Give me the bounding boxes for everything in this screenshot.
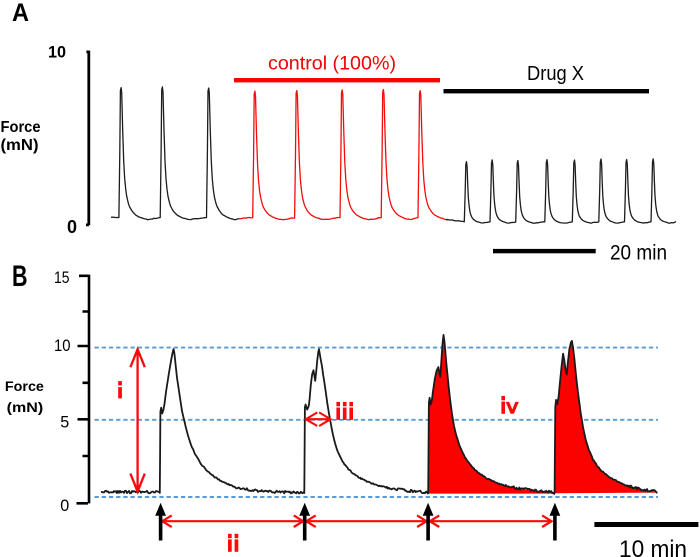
svg-text:10 min: 10 min: [619, 536, 687, 557]
svg-text:0: 0: [67, 217, 77, 237]
svg-text:A: A: [12, 0, 29, 27]
svg-text:Force: Force: [5, 378, 44, 394]
svg-text:control (100%): control (100%): [268, 53, 396, 75]
svg-text:20 min: 20 min: [610, 242, 667, 265]
svg-text:Force: Force: [1, 119, 41, 136]
svg-text:0: 0: [60, 497, 69, 515]
svg-text:5: 5: [60, 414, 69, 432]
svg-text:B: B: [12, 260, 28, 293]
svg-text:15: 15: [54, 269, 70, 287]
svg-text:(mN): (mN): [1, 137, 39, 154]
svg-text:10: 10: [54, 337, 71, 355]
svg-text:10: 10: [48, 43, 66, 62]
svg-text:Drug X: Drug X: [527, 63, 584, 85]
svg-text:(mN): (mN): [7, 399, 44, 415]
